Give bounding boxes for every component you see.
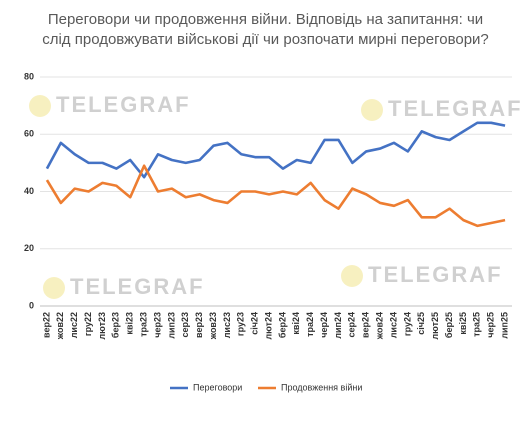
x-tick-label: вер24 xyxy=(361,312,371,338)
watermark-logo xyxy=(361,99,383,121)
x-tick-label: бер25 xyxy=(444,312,454,338)
x-tick-label: кві24 xyxy=(291,312,301,335)
legend-label: Продовження війни xyxy=(281,382,362,392)
x-tick-label: лис24 xyxy=(388,312,398,338)
x-tick-label: гру23 xyxy=(236,312,246,336)
x-tick-label: лип23 xyxy=(166,312,176,339)
x-tick-label: тра24 xyxy=(305,312,315,337)
watermark: TELEGRAF xyxy=(70,274,205,299)
watermark-logo xyxy=(43,277,65,299)
x-tick-label: тра23 xyxy=(138,312,148,337)
x-tick-label: лют23 xyxy=(97,312,107,340)
x-tick-label: січ24 xyxy=(250,312,260,335)
x-tick-label: чер24 xyxy=(319,312,329,338)
x-tick-label: тра25 xyxy=(472,312,482,337)
x-tick-label: гру22 xyxy=(83,312,93,336)
x-tick-label: січ25 xyxy=(416,312,426,335)
x-tick-label: лис23 xyxy=(222,312,232,338)
y-tick-label: 60 xyxy=(24,129,34,139)
legend-label: Переговори xyxy=(193,382,242,392)
x-tick-label: лип24 xyxy=(333,312,343,339)
x-tick-label: бер24 xyxy=(277,312,287,338)
x-tick-label: жов23 xyxy=(208,312,218,340)
x-tick-label: вер23 xyxy=(194,312,204,338)
x-tick-label: жов22 xyxy=(55,312,65,340)
y-tick-label: 40 xyxy=(24,186,34,196)
watermark-logo xyxy=(341,265,363,287)
watermark: TELEGRAF xyxy=(388,96,523,121)
watermark-logo xyxy=(29,95,51,117)
watermark: TELEGRAF xyxy=(368,262,503,287)
x-tick-label: чер25 xyxy=(486,312,496,338)
y-tick-label: 0 xyxy=(29,300,34,310)
watermark: TELEGRAF xyxy=(56,92,191,117)
x-tick-label: сер23 xyxy=(180,312,190,338)
x-tick-label: лип25 xyxy=(499,312,509,339)
x-tick-label: гру24 xyxy=(402,312,412,336)
y-tick-label: 80 xyxy=(24,71,34,81)
x-tick-label: кві25 xyxy=(458,312,468,335)
x-tick-label: лют24 xyxy=(263,312,273,340)
x-tick-label: жов24 xyxy=(374,312,384,340)
x-tick-label: лис22 xyxy=(69,312,79,338)
x-tick-label: сер24 xyxy=(347,312,357,338)
y-tick-label: 20 xyxy=(24,243,34,253)
series-line xyxy=(45,121,506,179)
x-tick-label: вер22 xyxy=(41,312,51,338)
series-line xyxy=(45,164,506,228)
x-tick-label: лют25 xyxy=(430,312,440,340)
x-tick-label: бер23 xyxy=(111,312,121,338)
x-tick-label: чер23 xyxy=(152,312,162,338)
x-tick-label: кві23 xyxy=(125,312,135,335)
chart-title: Переговори чи продовження війни. Відпові… xyxy=(42,11,489,48)
